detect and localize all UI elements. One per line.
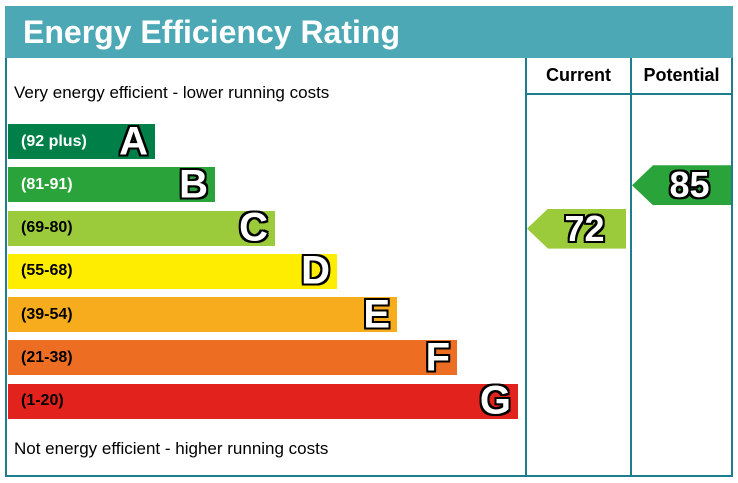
band-letter: D [301,248,330,293]
band-letter: B [179,162,208,207]
band-range-label: (92 plus) [21,132,87,150]
band-row-e: (39-54) E [8,292,397,337]
band-letter: F [425,335,450,380]
bands: (92 plus) A (81-91) B (69-80) C (55-68) D (39-54… [8,119,525,427]
band-row-b: (81-91) B [8,162,215,207]
top-note: Very energy efficient - lower running co… [14,83,330,102]
current-column-header: Current [527,58,630,95]
chart-title: Energy Efficiency Rating [23,14,400,50]
current-rating-arrow-value: 72 [564,207,605,249]
chart-title-bar: Energy Efficiency Rating [5,6,733,58]
potential-column-header: Potential [632,58,731,95]
potential-column-body: 85 [632,95,731,475]
chart-main-area: Very energy efficient - lower running co… [5,58,733,477]
band-range-label: (39-54) [21,305,73,323]
potential-rating-arrow-value: 85 [669,164,710,206]
band-row-f: (21-38) F [8,335,457,380]
band-range-label: (21-38) [21,348,73,366]
band-row-g: (1-20) G [8,378,518,423]
current-rating-arrow: 72 [527,207,626,249]
band-letter: G [479,378,511,423]
band-row-a: (92 plus) A [8,119,155,163]
band-letter: E [363,292,390,337]
current-column-body: 72 [527,95,630,475]
band-letter: C [239,205,268,250]
band-range-label: (55-68) [21,262,73,280]
potential-rating-arrow: 85 [632,164,731,206]
bands-column: Very energy efficient - lower running co… [7,58,525,475]
potential-column: Potential 85 [630,58,731,475]
current-column: Current 72 [525,58,630,475]
bottom-note: Not energy efficient - higher running co… [14,439,329,458]
band-row-c: (69-80) C [8,205,275,250]
band-range-label: (1-20) [21,392,64,410]
band-range-label: (69-80) [21,219,73,237]
band-row-d: (55-68) D [8,248,337,293]
band-range-label: (81-91) [21,175,73,193]
band-letter: A [119,119,148,163]
